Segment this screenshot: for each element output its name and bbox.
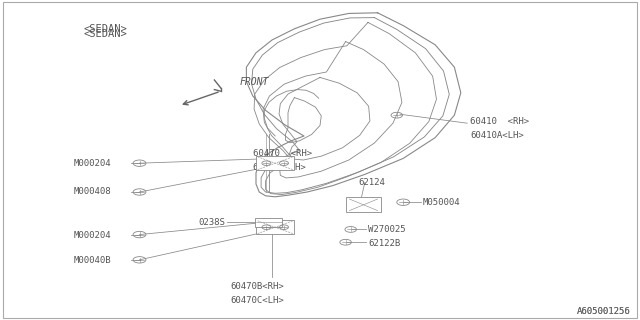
Text: <SEDAN>: <SEDAN> <box>83 28 127 39</box>
Text: M000204: M000204 <box>74 159 111 168</box>
Text: 60410  <RH>: 60410 <RH> <box>470 117 529 126</box>
Text: 60470  <RH>: 60470 <RH> <box>253 149 312 158</box>
Text: 62122B: 62122B <box>368 239 400 248</box>
FancyBboxPatch shape <box>256 220 294 234</box>
FancyBboxPatch shape <box>255 218 282 227</box>
Text: 60470B<RH>: 60470B<RH> <box>230 282 284 291</box>
Text: M000204: M000204 <box>74 231 111 240</box>
Text: <SEDAN>: <SEDAN> <box>83 24 127 34</box>
FancyBboxPatch shape <box>346 197 381 212</box>
Text: FRONT: FRONT <box>240 76 269 87</box>
Text: M000408: M000408 <box>74 188 111 196</box>
Text: A605001256: A605001256 <box>577 308 630 316</box>
Text: M050004: M050004 <box>422 198 460 207</box>
Text: 60470A<LH>: 60470A<LH> <box>253 164 307 172</box>
Text: M00040B: M00040B <box>74 256 111 265</box>
FancyBboxPatch shape <box>256 156 294 170</box>
Text: 62124: 62124 <box>358 178 385 187</box>
Text: 0238S: 0238S <box>198 218 225 227</box>
Text: 60410A<LH>: 60410A<LH> <box>470 132 524 140</box>
Text: 60470C<LH>: 60470C<LH> <box>230 296 284 305</box>
Text: A605001256: A605001256 <box>577 308 630 316</box>
Text: W270025: W270025 <box>368 225 406 234</box>
